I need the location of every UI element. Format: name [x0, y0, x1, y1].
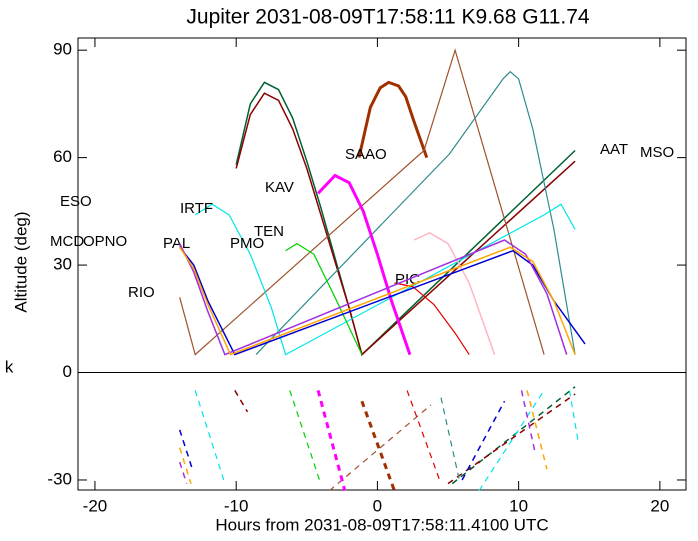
dashed-line	[178, 461, 188, 484]
line	[235, 92, 576, 356]
line	[179, 239, 568, 356]
dashed-line	[451, 386, 576, 485]
line	[179, 246, 576, 356]
y-tick-label: -30	[47, 469, 72, 488]
line	[394, 282, 470, 355]
dashed-line	[520, 390, 537, 456]
series-label: IRTF	[180, 200, 213, 217]
x-tick-label: 10	[509, 496, 528, 515]
x-tick-label: 0	[373, 496, 382, 515]
line	[194, 203, 576, 356]
line	[179, 246, 586, 356]
dashed-line	[360, 400, 396, 492]
series-label: MSO	[640, 144, 674, 161]
series-label: PMO	[230, 235, 264, 252]
x-tick-label: -10	[224, 496, 249, 515]
y-tick-label: 0	[63, 362, 72, 381]
series-label: ESO	[60, 193, 92, 210]
dashed-line	[478, 390, 545, 492]
dashed-line	[447, 393, 576, 485]
x-axis-label: Hours from 2031-08-09T17:58:11.4100 UTC	[215, 515, 548, 534]
dashed-line	[526, 390, 548, 470]
line	[235, 81, 576, 357]
side-label: k	[4, 359, 14, 378]
series-label: TEN	[254, 223, 284, 240]
dashed-line	[568, 390, 579, 441]
dashed-line	[316, 390, 347, 492]
dashed-line	[461, 400, 506, 481]
dashed-line	[234, 390, 249, 413]
dashed-line	[440, 397, 460, 481]
plot-frame	[77, 37, 687, 491]
series-label: SAAO	[345, 146, 387, 163]
series-label: RIO	[128, 284, 155, 301]
dashed-line	[329, 404, 432, 492]
line	[285, 242, 363, 355]
series-label: MCD	[50, 233, 84, 250]
y-tick-label: 90	[53, 40, 72, 59]
line	[255, 70, 576, 356]
line	[413, 231, 496, 355]
dashed-line	[289, 390, 321, 481]
chart-title: Jupiter 2031-08-09T17:58:11 K9.68 G11.74	[186, 6, 589, 29]
line	[357, 80, 429, 159]
dashed-line	[194, 390, 226, 484]
dashed-line	[406, 390, 441, 481]
series-label: PAL	[163, 235, 190, 252]
y-tick-label: 60	[53, 147, 72, 166]
series-label: OPNO	[83, 233, 127, 250]
dashed-line	[178, 429, 194, 470]
series-label: KAV	[265, 179, 294, 196]
x-tick-label: -20	[83, 496, 108, 515]
series-label: AAT	[600, 141, 628, 158]
x-tick-label: 20	[650, 496, 669, 515]
y-tick-label: 30	[53, 255, 72, 274]
line	[317, 173, 412, 356]
line	[179, 48, 545, 356]
y-axis-label: Altitude (deg)	[11, 211, 30, 312]
